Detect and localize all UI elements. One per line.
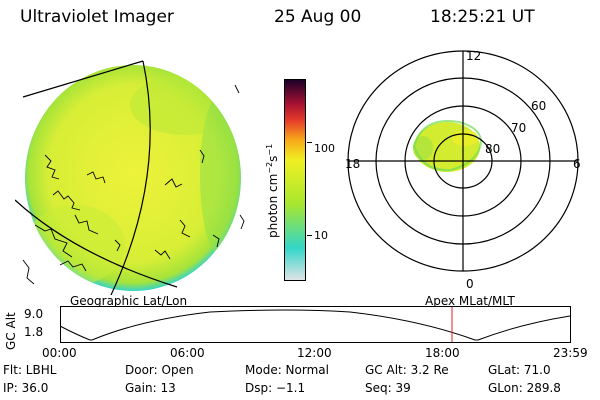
altitude-strip — [60, 306, 571, 343]
colorbar — [284, 79, 306, 281]
ip-status: IP: 36.0 — [3, 381, 49, 395]
mode-status: Mode: Normal — [245, 363, 329, 377]
seq-status: Seq: 39 — [365, 381, 411, 395]
geographic-caption: Geographic Lat/Lon — [70, 294, 188, 308]
gain-status: Gain: 13 — [125, 381, 176, 395]
door-status: Door: Open — [125, 363, 194, 377]
glat-status: GLat: 71.0 — [488, 363, 551, 377]
time-tick-1200: 12:00 — [297, 346, 332, 360]
time-tick-0000: 00:00 — [42, 346, 77, 360]
mlat-label-70: 70 — [511, 121, 526, 135]
mlt-label-18: 18 — [345, 157, 360, 171]
instrument-title: Ultraviolet Imager — [20, 7, 174, 27]
time-tick-0600: 06:00 — [170, 346, 205, 360]
mlt-label-12: 12 — [466, 49, 481, 63]
mlt-label-0: 0 — [466, 277, 474, 291]
glon-status: GLon: 289.8 — [488, 381, 561, 395]
altitude-tick-1-8: 1.8 — [24, 325, 44, 339]
time-label: 18:25:21 UT — [430, 7, 535, 27]
mlat-label-60: 60 — [531, 99, 546, 113]
altitude-tick-9: 9.0 — [24, 307, 44, 321]
coastlines — [22, 84, 245, 285]
dsp-status: Dsp: −1.1 — [245, 381, 306, 395]
altitude-axis-label: GC Alt — [4, 312, 18, 350]
filter-status: Flt: LBHL — [3, 363, 57, 377]
colorbar-label: photon cm−2s−1 — [265, 143, 280, 238]
date-label: 25 Aug 00 — [274, 7, 362, 27]
colorbar-tick-10: 10 — [314, 229, 328, 242]
polar-mlt-plot: 12 18 6 0 60 70 80 — [345, 49, 581, 291]
mlt-label-6: 6 — [573, 157, 581, 171]
mlat-label-80: 80 — [485, 142, 500, 156]
altitude-curve — [60, 309, 571, 341]
time-tick-1800: 18:00 — [425, 346, 460, 360]
apex-caption: Apex MLat/MLT — [425, 294, 515, 308]
colorbar-tick-100: 100 — [314, 142, 335, 155]
uv-earth-image — [15, 60, 245, 295]
gc-alt-status: GC Alt: 3.2 Re — [365, 363, 449, 377]
geographic-grid — [15, 60, 178, 295]
time-tick-2359: 23:59 — [553, 346, 588, 360]
